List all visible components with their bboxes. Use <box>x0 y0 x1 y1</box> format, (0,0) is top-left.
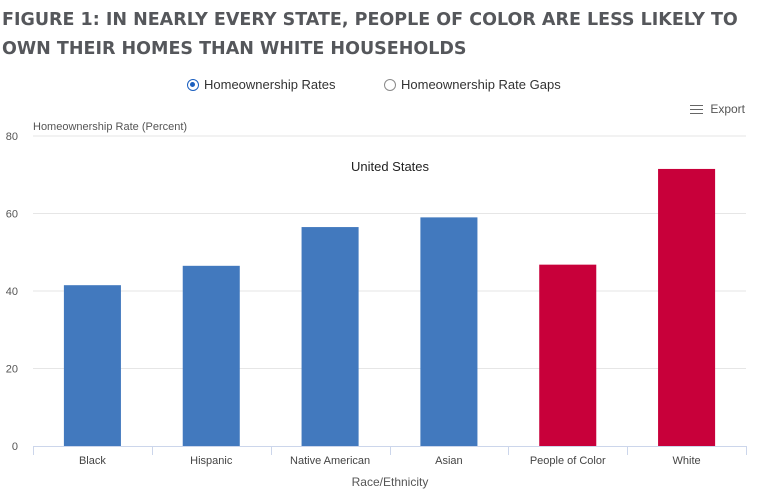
figure-title: FIGURE 1: IN NEARLY EVERY STATE, PEOPLE … <box>2 10 738 59</box>
export-button[interactable]: Export <box>690 102 745 116</box>
bar <box>182 265 240 446</box>
radio-selected-icon <box>187 78 199 91</box>
y-axis-ticks: 0 20 40 60 80 <box>6 131 18 453</box>
radio-label: Homeownership Rate Gaps <box>401 77 561 92</box>
x-axis-label: Race/Ethnicity <box>352 475 429 489</box>
chart-title: United States <box>351 159 430 174</box>
radio-label: Homeownership Rates <box>204 77 336 92</box>
export-label: Export <box>710 102 745 116</box>
radio-homeownership-rates[interactable]: Homeownership Rates <box>187 77 336 92</box>
y-tick-label: 20 <box>6 364 18 376</box>
y-tick-label: 60 <box>6 209 18 221</box>
y-tick-label: 40 <box>6 286 18 298</box>
radio-homeownership-rate-gaps[interactable]: Homeownership Rate Gaps <box>384 77 561 92</box>
chart-view-toggle: Homeownership Rates Homeownership Rate G… <box>0 77 767 95</box>
x-tick-label: Black <box>79 455 106 467</box>
menu-icon <box>690 104 704 114</box>
gridlines <box>33 135 746 369</box>
y-axis-label: Homeownership Rate (Percent) <box>33 121 187 133</box>
x-tick-label: White <box>673 455 701 467</box>
x-tick-label: People of Color <box>530 455 606 467</box>
bar <box>63 285 121 446</box>
x-tick-label: Asian <box>435 455 463 467</box>
bars <box>63 168 716 446</box>
bar <box>420 217 478 446</box>
x-tick-label: Hispanic <box>190 455 233 467</box>
bar <box>301 227 359 446</box>
x-axis: Black Hispanic Native American Asian People … <box>33 446 747 467</box>
y-tick-label: 0 <box>12 441 18 453</box>
radio-unselected-icon <box>384 78 396 91</box>
y-tick-label: 80 <box>6 131 18 143</box>
x-tick-label: Native American <box>290 455 370 467</box>
bar <box>658 168 716 446</box>
bar <box>539 264 597 446</box>
